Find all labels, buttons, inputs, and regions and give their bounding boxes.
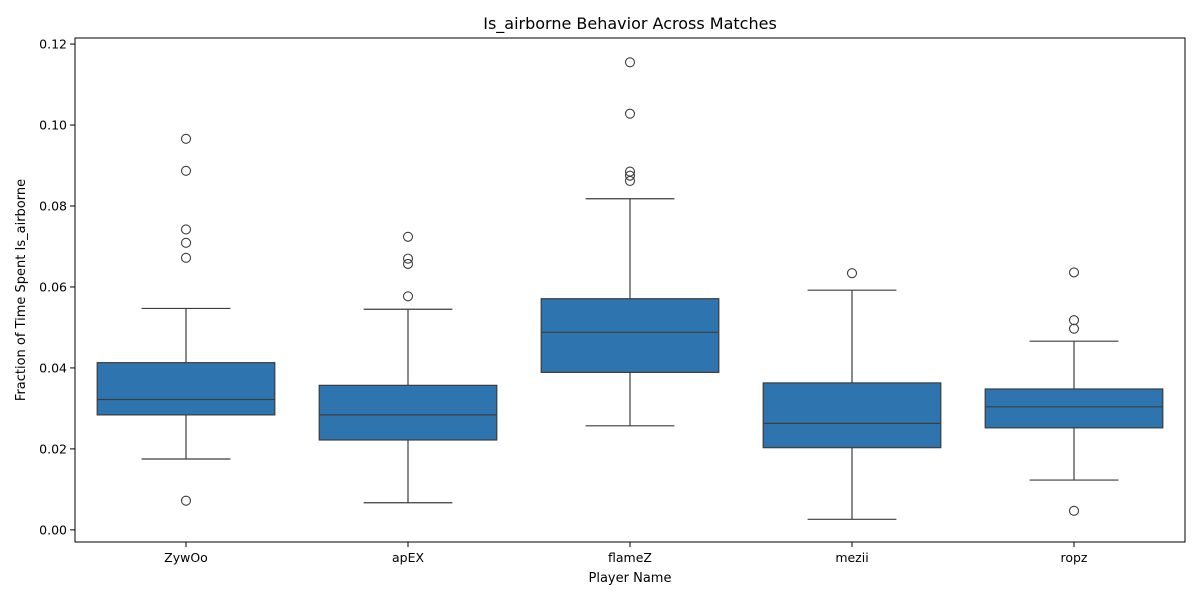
outlier-point bbox=[402, 291, 414, 302]
outlier-point bbox=[180, 495, 192, 506]
y-tick-label: 0.02 bbox=[39, 441, 67, 456]
iqr-box bbox=[540, 298, 720, 373]
outlier-point bbox=[180, 252, 192, 263]
outlier-point bbox=[1068, 323, 1080, 334]
x-axis-label: Player Name bbox=[589, 571, 672, 586]
y-tick-label: 0.06 bbox=[39, 279, 67, 294]
outlier-point bbox=[1068, 267, 1080, 278]
iqr-box bbox=[984, 388, 1164, 429]
x-tick-label: apEX bbox=[392, 550, 424, 565]
y-axis-label: Fraction of Time Spent Is_airborne bbox=[14, 179, 29, 401]
plot-area bbox=[96, 57, 1164, 520]
iqr-box bbox=[96, 362, 276, 416]
box-ropz bbox=[984, 267, 1164, 516]
iqr-box bbox=[762, 382, 942, 449]
y-tick-label: 0.10 bbox=[39, 118, 67, 133]
y-tick-label: 0.12 bbox=[39, 37, 67, 52]
y-axis: 0.00 0.02 0.04 0.06 0.08 0.10 0.12 bbox=[39, 37, 75, 537]
box-flamez bbox=[540, 57, 720, 427]
box-apex bbox=[318, 231, 498, 504]
outlier-point bbox=[180, 133, 192, 144]
chart-title: Is_airborne Behavior Across Matches bbox=[483, 14, 777, 34]
outlier-point bbox=[180, 165, 192, 176]
box-mezii bbox=[762, 268, 942, 520]
outlier-point bbox=[180, 224, 192, 235]
outlier-point bbox=[180, 237, 192, 248]
y-tick-label: 0.04 bbox=[39, 360, 67, 375]
y-tick-label: 0.08 bbox=[39, 199, 67, 214]
box-zywoo bbox=[96, 133, 276, 506]
x-tick-label: ropz bbox=[1060, 550, 1087, 565]
outlier-point bbox=[1068, 505, 1080, 516]
iqr-box bbox=[318, 384, 498, 441]
x-axis: ZywOo apEX flameZ mezii ropz bbox=[164, 542, 1088, 565]
outlier-point bbox=[402, 231, 414, 242]
x-tick-label: flameZ bbox=[608, 550, 652, 565]
outlier-point bbox=[624, 108, 636, 119]
outlier-point bbox=[624, 166, 636, 177]
x-tick-label: ZywOo bbox=[164, 550, 208, 565]
outlier-point bbox=[846, 268, 858, 279]
x-tick-label: mezii bbox=[835, 550, 868, 565]
outlier-point bbox=[1068, 315, 1080, 326]
outlier-point bbox=[624, 170, 636, 181]
y-tick-label: 0.00 bbox=[39, 522, 67, 537]
outlier-point bbox=[402, 253, 414, 264]
outlier-point bbox=[624, 175, 636, 186]
outlier-point bbox=[624, 57, 636, 68]
outlier-point bbox=[402, 258, 414, 269]
